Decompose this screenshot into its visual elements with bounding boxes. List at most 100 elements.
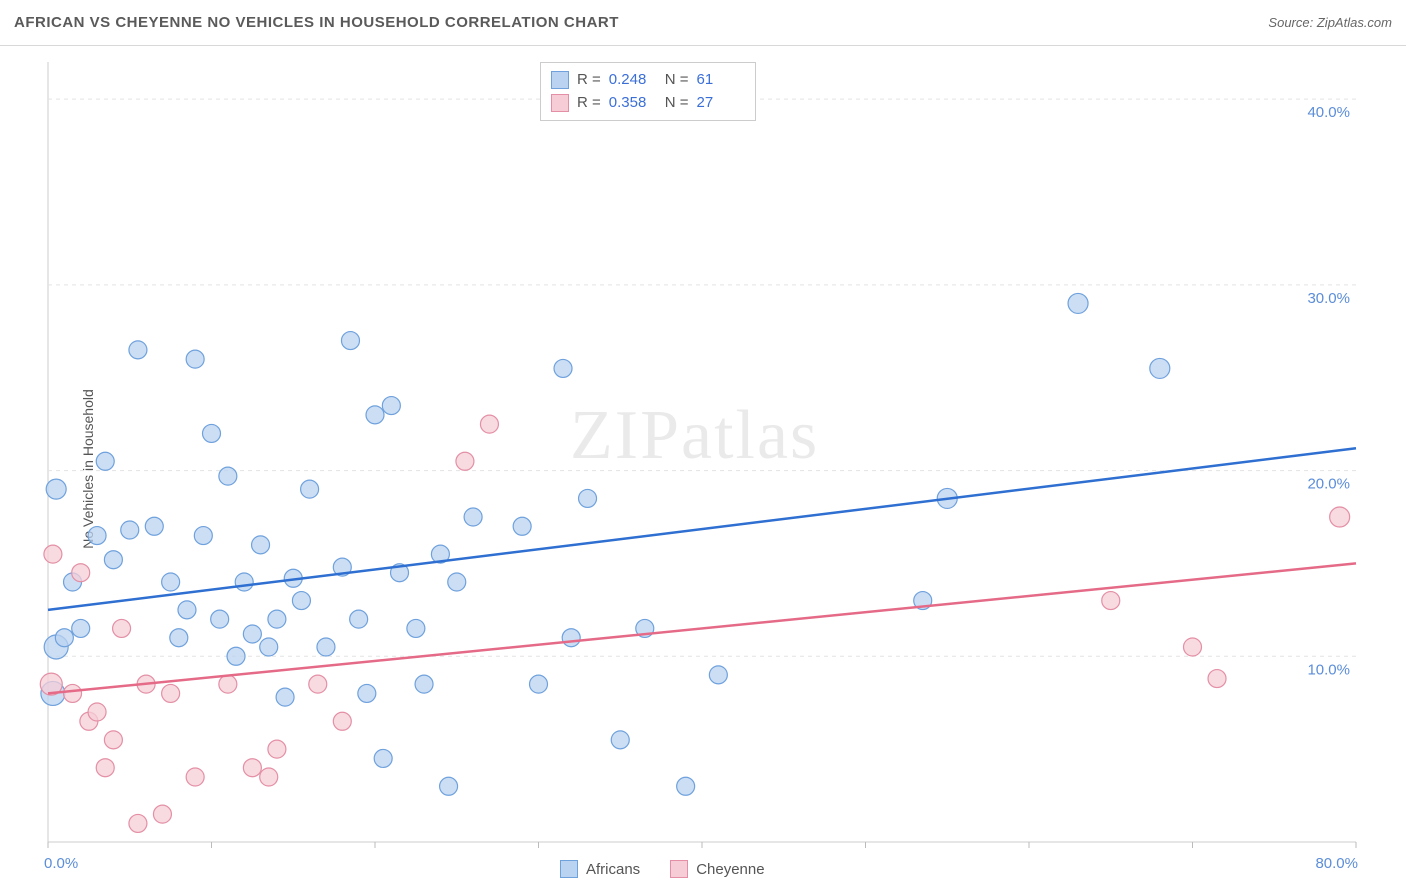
data-point: [211, 610, 229, 628]
data-point: [1184, 638, 1202, 656]
data-point: [309, 675, 327, 693]
data-point: [121, 521, 139, 539]
data-point: [554, 359, 572, 377]
legend-item: Africans: [560, 860, 640, 878]
data-point: [55, 629, 73, 647]
data-point: [129, 341, 147, 359]
data-point: [260, 638, 278, 656]
data-point: [72, 564, 90, 582]
data-point: [1330, 507, 1350, 527]
data-point: [64, 684, 82, 702]
x-tick-label: 80.0%: [1315, 855, 1358, 872]
chart-area: No Vehicles in Household 10.0%20.0%30.0%…: [0, 46, 1406, 892]
legend-swatch: [551, 94, 569, 112]
data-point: [709, 666, 727, 684]
y-tick-label: 20.0%: [1307, 476, 1350, 493]
data-point: [677, 777, 695, 795]
legend-label: Africans: [586, 861, 640, 878]
data-point: [480, 415, 498, 433]
data-point: [350, 610, 368, 628]
legend-row: R =0.248N =61: [551, 69, 745, 92]
y-tick-label: 10.0%: [1307, 661, 1350, 678]
n-value: 27: [697, 92, 745, 115]
data-point: [178, 601, 196, 619]
legend-label: Cheyenne: [696, 861, 764, 878]
data-point: [260, 768, 278, 786]
data-point: [186, 768, 204, 786]
data-point: [72, 619, 90, 637]
scatter-plot: 10.0% 20.0% 30.0% 40.0% 0.0% 80.0%: [0, 46, 1406, 892]
data-point: [513, 517, 531, 535]
data-point: [448, 573, 466, 591]
legend-swatch: [670, 860, 688, 878]
data-point: [104, 551, 122, 569]
legend-row: R = 0.358 N = 27: [551, 92, 745, 115]
data-point: [186, 350, 204, 368]
data-point: [530, 675, 548, 693]
data-point: [219, 467, 237, 485]
legend-item: Cheyenne: [670, 860, 764, 878]
source-name: ZipAtlas.com: [1317, 15, 1392, 30]
data-point: [464, 508, 482, 526]
data-point: [88, 527, 106, 545]
data-point: [301, 480, 319, 498]
data-point: [104, 731, 122, 749]
correlation-legend: R = 0.248 N = 61R = 0.358 N = 27: [540, 62, 756, 121]
data-point: [1150, 358, 1170, 378]
data-point: [243, 625, 261, 643]
chart-title: AFRICAN VS CHEYENNE NO VEHICLES IN HOUSE…: [14, 14, 619, 31]
legend-swatch: [551, 71, 569, 89]
data-point: [194, 527, 212, 545]
trend-line: [48, 448, 1356, 610]
data-point: [374, 749, 392, 767]
y-tick-label: 40.0%: [1307, 104, 1350, 121]
data-point: [1208, 670, 1226, 688]
n-value: 61: [697, 69, 745, 92]
data-point: [96, 452, 114, 470]
data-point: [317, 638, 335, 656]
legend-swatch: [560, 860, 578, 878]
data-point: [227, 647, 245, 665]
data-point: [268, 740, 286, 758]
data-point: [44, 545, 62, 563]
data-point: [219, 675, 237, 693]
r-value: 0.248: [609, 69, 657, 92]
chart-header: AFRICAN VS CHEYENNE NO VEHICLES IN HOUSE…: [0, 0, 1406, 46]
data-point: [203, 424, 221, 442]
data-point: [268, 610, 286, 628]
data-point: [252, 536, 270, 554]
r-value: 0.358: [609, 92, 657, 115]
data-point: [292, 592, 310, 610]
data-point: [358, 684, 376, 702]
data-point: [88, 703, 106, 721]
data-point: [579, 489, 597, 507]
data-point: [366, 406, 384, 424]
series-legend: Africans Cheyenne: [560, 860, 765, 878]
data-point: [1102, 592, 1120, 610]
r-label: R =: [577, 92, 601, 115]
data-point: [145, 517, 163, 535]
data-point: [333, 712, 351, 730]
data-point: [415, 675, 433, 693]
data-point: [162, 573, 180, 591]
data-point: [153, 805, 171, 823]
y-tick-label: 30.0%: [1307, 290, 1350, 307]
data-point: [456, 452, 474, 470]
data-point: [440, 777, 458, 795]
data-point: [562, 629, 580, 647]
source-label: Source:: [1268, 15, 1313, 30]
data-point: [382, 397, 400, 415]
data-point: [243, 759, 261, 777]
data-point: [170, 629, 188, 647]
data-point: [113, 619, 131, 637]
n-label: N =: [665, 92, 689, 115]
x-tick-label: 0.0%: [44, 855, 78, 872]
data-point: [407, 619, 425, 637]
data-point: [1068, 293, 1088, 313]
data-point: [611, 731, 629, 749]
data-point: [276, 688, 294, 706]
n-label: N =: [665, 69, 689, 92]
data-point: [162, 684, 180, 702]
data-point: [96, 759, 114, 777]
chart-source: Source: ZipAtlas.com: [1268, 15, 1392, 30]
